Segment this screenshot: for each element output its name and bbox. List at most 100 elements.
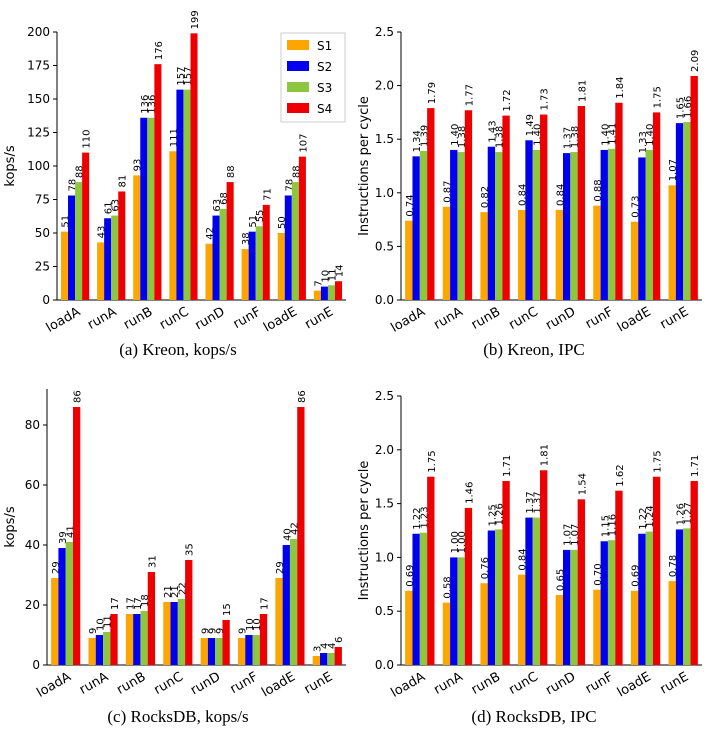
legend-swatch-s2 <box>287 61 309 71</box>
bar-value-label: 1.41 <box>608 123 619 145</box>
bar-value-label: 11 <box>103 615 114 628</box>
bar-value-label: 1.46 <box>464 482 475 504</box>
x-tick-label: runD <box>543 304 578 333</box>
bar-s1 <box>125 614 134 665</box>
bar-s3 <box>147 117 155 300</box>
bar-value-label: 9 <box>238 628 249 634</box>
bar-value-label: 1.26 <box>676 503 687 525</box>
bar-s1 <box>593 589 601 665</box>
bar-s3 <box>607 148 616 300</box>
bar-s3 <box>532 149 541 300</box>
bar-value-label: 29 <box>51 561 62 574</box>
bar-value-label: 88 <box>291 165 302 178</box>
bar-s4 <box>464 507 473 665</box>
bar-value-label: 1.33 <box>638 131 649 153</box>
bar-s4 <box>690 75 698 301</box>
bar-s2 <box>525 140 533 300</box>
bar-s2 <box>675 529 684 665</box>
bar-s2 <box>600 541 608 665</box>
bar-value-label: 51 <box>248 215 259 228</box>
bar-value-label: 39 <box>58 531 69 544</box>
x-tick-label: runA <box>431 669 465 697</box>
bar-s4 <box>185 560 193 665</box>
bar-value-label: 42 <box>290 522 301 535</box>
bar-s1 <box>480 212 488 300</box>
bar-s1 <box>133 175 141 300</box>
bar-value-label: 10 <box>252 618 263 631</box>
y-tick-label: 2.0 <box>375 79 394 93</box>
bar-value-label: 10 <box>320 270 331 283</box>
bar-value-label: 15 <box>222 603 233 616</box>
x-tick-label: runA <box>85 304 119 332</box>
bar-value-label: 93 <box>133 159 144 172</box>
bar-s3 <box>183 89 191 301</box>
bar-s2 <box>207 638 216 665</box>
bar-value-label: 9 <box>208 628 219 634</box>
bar-s4 <box>464 110 473 300</box>
bar-value-label: 1.72 <box>502 89 513 111</box>
bar-s1 <box>442 602 451 665</box>
bar-s4 <box>154 64 162 300</box>
bar-value-label: 1.71 <box>690 455 701 477</box>
bar-s2 <box>176 89 184 301</box>
bar-s2 <box>95 635 104 665</box>
bar-value-label: 88 <box>75 165 86 178</box>
x-tick-label: runF <box>228 669 261 697</box>
bar-s4 <box>615 102 623 300</box>
bar-value-label: 1.49 <box>525 114 536 136</box>
bar-value-label: 1.40 <box>600 124 611 146</box>
bar-value-label: 1.40 <box>450 124 461 146</box>
bar-chart-kreon-ipc: 0.0 0.5 1.0 1.5 2.0 2.5 Instructions per cycle… <box>357 25 702 336</box>
x-tick-label: runA <box>77 669 111 697</box>
chart-panel-rocksdb-kops: 0 20 40 60 80 kops/s 29 39 41 86 loadA 9 10 11 17 runA 1… <box>0 367 356 733</box>
bar-value-label: 1.16 <box>608 514 619 536</box>
bar-value-label: 1.38 <box>495 126 506 148</box>
bar-s3 <box>111 215 119 300</box>
bar-s2 <box>675 123 684 301</box>
bar-s1 <box>668 581 676 665</box>
bar-s2 <box>525 517 533 665</box>
bar-value-label: 1.23 <box>419 506 430 528</box>
bar-value-label: 1.27 <box>683 502 694 524</box>
x-tick-label: runC <box>506 669 540 697</box>
bar-value-label: 1.43 <box>487 120 498 142</box>
x-tick-label: runE <box>302 304 336 332</box>
x-tick-label: runB <box>469 304 503 332</box>
bar-s1 <box>518 574 526 665</box>
bar-s3 <box>289 539 298 665</box>
y-tick-label: 60 <box>25 478 40 492</box>
x-tick-label: loadA <box>34 669 73 700</box>
y-tick-label: 20 <box>25 598 40 612</box>
bar-s2 <box>562 153 571 300</box>
bar-value-label: 81 <box>118 175 129 188</box>
legend-label-s2: S2 <box>317 60 332 74</box>
bar-value-label: 2.09 <box>690 50 701 72</box>
caption-rocksdb-kops: (c) RocksDB, kops/s <box>107 707 249 726</box>
bar-s2 <box>450 149 458 300</box>
legend-swatch-s1 <box>287 40 309 50</box>
bar-value-label: 0.84 <box>555 184 566 206</box>
bar-value-label: 1.38 <box>570 126 581 148</box>
bar-value-label: 0.76 <box>480 557 491 579</box>
y-tick-label: 25 <box>35 260 50 274</box>
y-tick-label: 175 <box>27 59 50 73</box>
bar-value-label: 17 <box>110 597 121 610</box>
bar-value-label: 1.37 <box>532 491 543 513</box>
bar-s3 <box>495 529 503 665</box>
bar-s3 <box>65 542 73 665</box>
bar-value-label: 63 <box>111 199 122 212</box>
y-tick-label: 0 <box>32 658 40 672</box>
bar-s3 <box>683 122 691 300</box>
bar-value-label: 21 <box>163 585 174 598</box>
y-tick-label: 0 <box>42 293 50 307</box>
bar-s4 <box>147 572 156 665</box>
bar-s2 <box>104 218 112 300</box>
bar-s2 <box>212 215 220 300</box>
bar-value-label: 1.22 <box>412 507 423 529</box>
bar-value-label: 71 <box>262 188 273 201</box>
bar-value-label: 1.37 <box>525 491 536 513</box>
bar-value-label: 1.40 <box>532 124 543 146</box>
bar-value-label: 61 <box>104 202 115 215</box>
bar-value-label: 1.81 <box>540 444 551 466</box>
bar-s2 <box>562 549 571 665</box>
